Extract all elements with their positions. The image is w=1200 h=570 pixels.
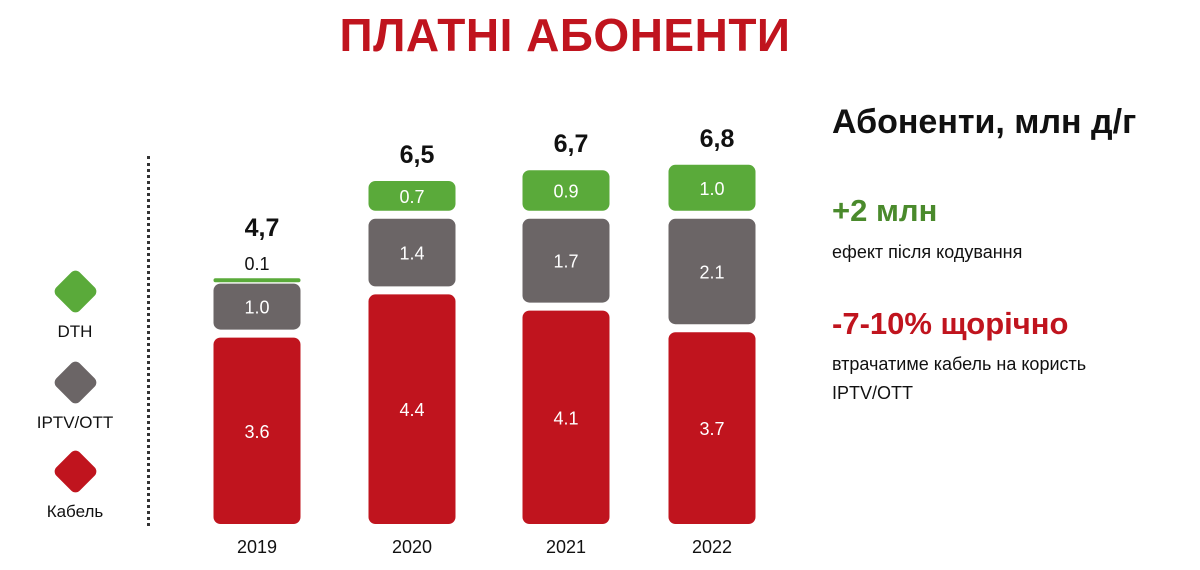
x-tick-2022: 2022 (692, 537, 732, 557)
bar-dth-2022 (668, 164, 756, 211)
bar-iptv-2019 (213, 283, 301, 330)
bar-cable-2020 (368, 294, 456, 524)
stat-loss-value: -7-10% щорічно (832, 306, 1069, 341)
total-label-2020: 6,5 (400, 141, 435, 169)
bar-dth-2019 (213, 278, 301, 283)
bar-cable-2022 (668, 332, 756, 524)
bar-cable-2019 (213, 337, 301, 524)
total-label-2019: 4,7 (245, 214, 280, 242)
bar-label-dth-2022: 1.0 (699, 179, 724, 199)
legend-divider (147, 156, 150, 526)
legend-label-cable: Кабель (46, 502, 104, 521)
bar-dth-2020 (368, 181, 456, 211)
bar-label-cable-2019: 3.6 (244, 422, 269, 442)
bar-cable-2021 (522, 310, 610, 524)
bar-label-cable-2020: 4.4 (399, 400, 424, 420)
bar-iptv-2020 (368, 218, 456, 287)
bar-label-cable-2021: 4.1 (553, 408, 578, 428)
bar-dth-2021 (522, 170, 610, 211)
x-tick-2021: 2021 (546, 537, 586, 557)
legend-item-dth: DTH (15, 268, 135, 342)
stat-loss-note: втрачатиме кабель на користь IPTV/OTT (832, 354, 1087, 403)
bar-label-dth-2021: 0.9 (553, 182, 578, 202)
legend-item-cable: Кабель (15, 448, 135, 522)
side-heading: Абоненти, млн д/г (832, 103, 1137, 141)
bar-label-cable-2022: 3.7 (699, 419, 724, 439)
total-label-2021: 6,7 (554, 130, 589, 158)
bar-label-dth-2020: 0.7 (399, 187, 424, 207)
legend-label-iptv: IPTV/OTT (36, 413, 114, 432)
bar-label-iptv-2019: 1.0 (244, 298, 269, 318)
total-label-2022: 6,8 (700, 125, 735, 153)
bar-label-iptv-2021: 1.7 (553, 252, 578, 272)
bar-label-iptv-2022: 2.1 (699, 263, 724, 283)
stat-gain-value: +2 млн (832, 193, 938, 228)
bar-iptv-2022 (668, 218, 756, 325)
x-tick-2020: 2020 (392, 537, 432, 557)
bar-iptv-2021 (522, 218, 610, 303)
stat-gain-note: ефект після кодування (832, 242, 1023, 262)
page-title: ПЛАТНІ АБОНЕНТИ (339, 9, 791, 61)
legend-label-dth: DTH (57, 322, 93, 341)
bar-label-iptv-2020: 1.4 (399, 244, 424, 264)
legend-item-iptv: IPTV/OTT (15, 359, 135, 433)
bar-label-dth-2019: 0.1 (244, 254, 269, 274)
x-tick-2019: 2019 (237, 537, 277, 557)
